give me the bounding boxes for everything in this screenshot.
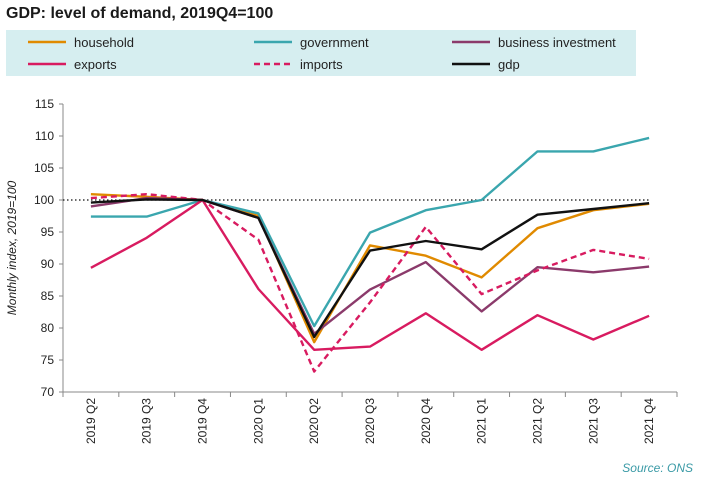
legend-swatch <box>452 62 490 66</box>
source-note: Source: ONS <box>622 461 693 475</box>
series-line-imports <box>90 192 650 373</box>
x-tick-label: 2019 Q4 <box>196 398 210 444</box>
legend-item-household: household <box>26 32 134 52</box>
series-line-exports <box>90 198 650 351</box>
y-tick-label: 80 <box>41 321 55 335</box>
x-tick-label: 2020 Q1 <box>251 398 265 444</box>
legend-label: government <box>300 34 369 50</box>
y-tick-label: 110 <box>35 129 54 143</box>
legend-item-business-investment: business investment <box>450 32 616 52</box>
legend-label: exports <box>74 56 117 72</box>
legend-label: gdp <box>498 56 520 72</box>
y-tick-label: 70 <box>41 385 55 399</box>
y-axis-title: Monthly index, 2019=100 <box>5 180 19 315</box>
chart-title: GDP: level of demand, 2019Q4=100 <box>6 5 274 22</box>
legend-swatch <box>28 40 66 44</box>
y-tick-label: 115 <box>35 97 54 111</box>
y-tick-label: 105 <box>34 161 54 175</box>
x-tick-label: 2019 Q3 <box>140 398 154 444</box>
legend-swatch <box>254 40 292 44</box>
legend-item-exports: exports <box>26 54 117 74</box>
series-lines <box>90 136 650 373</box>
x-tick-label: 2019 Q2 <box>84 398 98 444</box>
x-tick-label: 2021 Q2 <box>530 398 544 444</box>
x-tick-label: 2021 Q4 <box>642 398 656 444</box>
x-tick-label: 2020 Q4 <box>419 398 433 444</box>
legend-item-government: government <box>252 32 369 52</box>
chart-axes: 70 75 80 85 90 95 100 105 110 115 2019 Q2 2019 Q3 20… <box>5 97 678 444</box>
y-tick-label: 90 <box>41 257 55 271</box>
legend-label: business investment <box>498 34 616 50</box>
x-tick-label: 2021 Q3 <box>586 398 600 444</box>
legend-swatch <box>452 40 490 44</box>
legend-item-gdp: gdp <box>450 54 520 74</box>
y-tick-label: 95 <box>41 225 55 239</box>
series-line-government <box>90 136 650 328</box>
y-tick-label: 100 <box>34 193 54 207</box>
x-tick-label: 2021 Q1 <box>475 398 489 444</box>
x-tick-label: 2020 Q2 <box>307 398 321 444</box>
chart-legend: household government business investment ex… <box>6 30 636 76</box>
y-tick-label: 85 <box>41 289 55 303</box>
legend-label: imports <box>300 56 343 72</box>
y-tick-label: 75 <box>41 353 55 367</box>
series-line-gdp <box>90 198 650 339</box>
series-line-household <box>90 193 650 344</box>
legend-item-imports: imports <box>252 54 343 74</box>
legend-swatch <box>28 62 66 66</box>
x-tick-label: 2020 Q3 <box>363 398 377 444</box>
legend-swatch <box>254 62 292 66</box>
legend-label: household <box>74 34 134 50</box>
